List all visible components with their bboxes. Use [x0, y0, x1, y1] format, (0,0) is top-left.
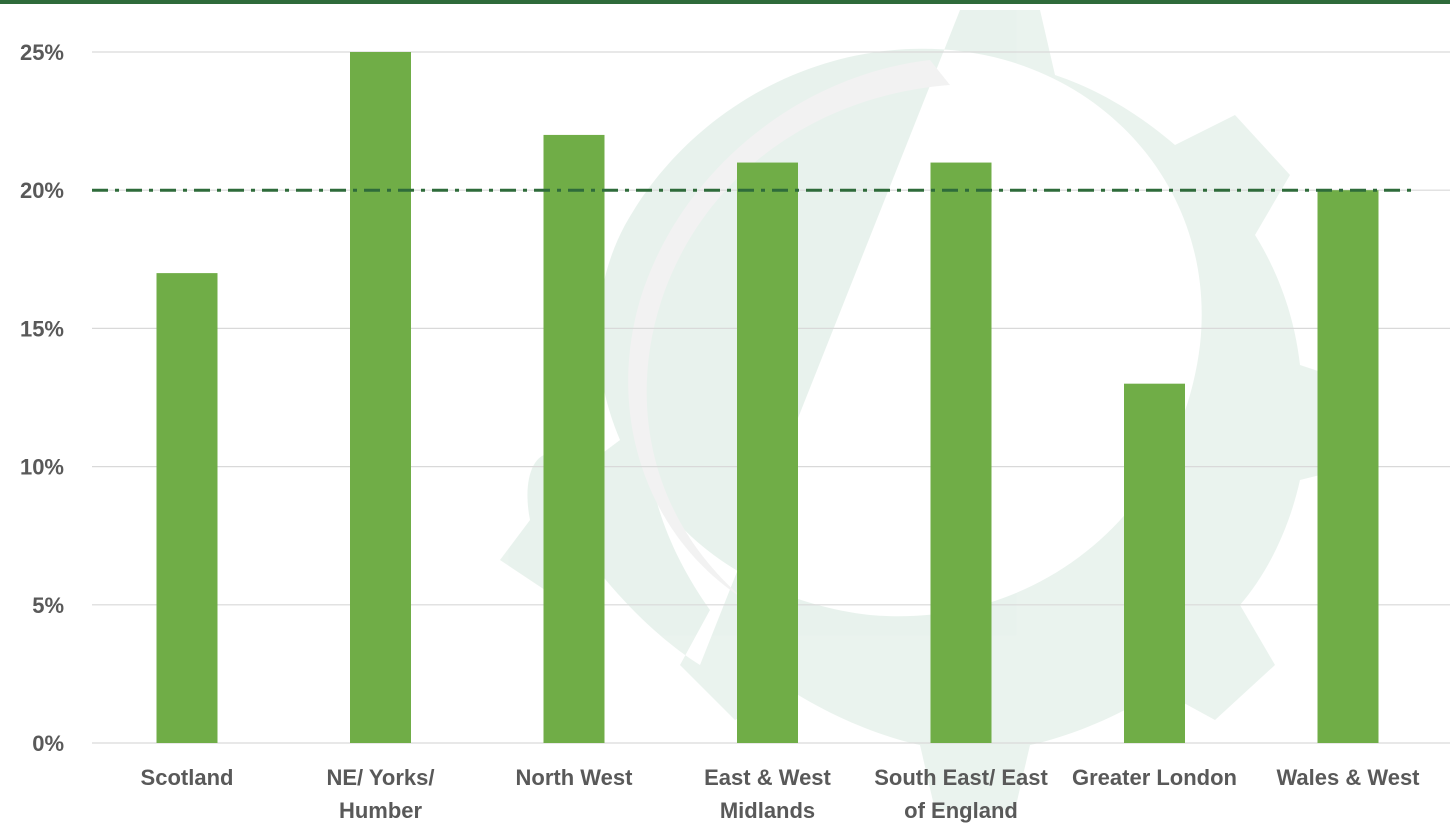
y-tick-label: 5% — [32, 593, 64, 618]
x-category-label-line: Humber — [339, 798, 423, 823]
x-category-label-line: Wales & West — [1276, 765, 1420, 790]
bar — [350, 52, 411, 743]
bars — [156, 52, 1379, 744]
x-category-label-line: of England — [904, 798, 1018, 823]
y-tick-label: 15% — [20, 316, 64, 341]
gear-watermark-icon — [500, 10, 1360, 810]
bar — [156, 273, 218, 743]
x-category-label-line: NE/ Yorks/ — [326, 765, 434, 790]
bar — [1124, 383, 1185, 743]
x-category-label: NE/ Yorks/Humber — [326, 765, 434, 823]
x-category-label-line: Greater London — [1072, 765, 1237, 790]
bar — [543, 134, 605, 744]
x-category-label-line: North West — [516, 765, 634, 790]
x-category-label: Wales & West — [1276, 765, 1420, 790]
x-category-label: Scotland — [141, 765, 234, 790]
x-category-label-line: Scotland — [141, 765, 234, 790]
y-tick-label: 20% — [20, 178, 64, 203]
x-axis-category-labels: Scotland NE/ Yorks/Humber North West East &… — [141, 765, 1421, 823]
y-tick-label: 0% — [32, 731, 64, 756]
x-category-label: North West — [516, 765, 634, 790]
bar — [1317, 190, 1379, 743]
x-category-label: Greater London — [1072, 765, 1237, 790]
bar — [930, 162, 992, 743]
x-category-label: South East/ East of England — [874, 765, 1048, 823]
x-category-label-line: Midlands — [720, 798, 815, 823]
x-category-label-line: South East/ East — [874, 765, 1048, 790]
bar — [737, 162, 798, 743]
x-category-label-line: East & West — [704, 765, 831, 790]
x-category-label: East & West Midlands — [704, 765, 831, 823]
y-tick-label: 10% — [20, 455, 64, 480]
y-axis-tick-labels: 0% 5% 10% 15% 20% 25% — [20, 40, 64, 756]
y-tick-label: 25% — [20, 40, 64, 65]
header-bar — [0, 0, 1450, 4]
